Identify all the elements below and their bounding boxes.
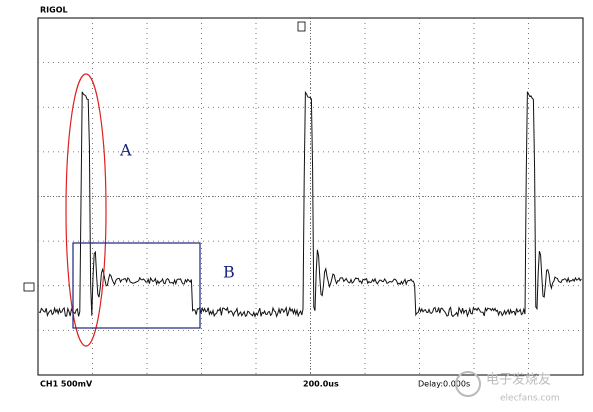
trigger-marker bbox=[297, 21, 306, 32]
watermark-name: 电子发烧友 bbox=[486, 372, 551, 388]
watermark-logo bbox=[455, 371, 481, 397]
waveform bbox=[38, 90, 582, 319]
highlight-box bbox=[72, 242, 201, 329]
channel-scale: CH1 500mV bbox=[40, 380, 93, 389]
watermark-site: elecfans.com bbox=[500, 394, 560, 404]
channel-marker bbox=[23, 282, 35, 292]
delay: Delay:0.000s bbox=[418, 380, 470, 389]
timebase: 200.0us bbox=[303, 380, 339, 389]
grid bbox=[38, 18, 583, 375]
label-b: B bbox=[223, 263, 235, 282]
label-a: A bbox=[119, 141, 132, 160]
highlight-ellipse bbox=[65, 73, 107, 347]
brand: RIGOL bbox=[40, 6, 68, 15]
